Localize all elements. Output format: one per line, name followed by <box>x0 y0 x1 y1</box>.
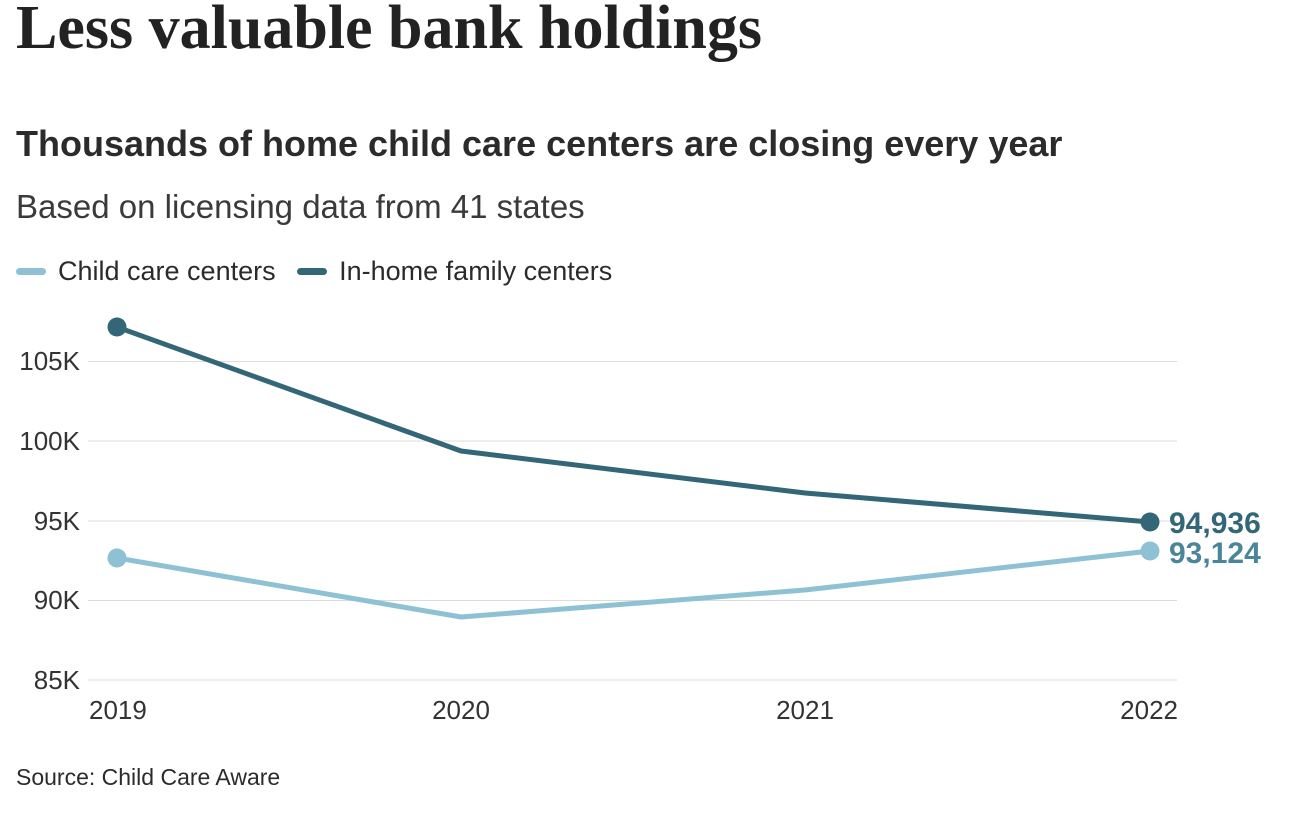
svg-text:2021: 2021 <box>776 695 834 725</box>
svg-text:93,124: 93,124 <box>1169 537 1261 570</box>
svg-text:100K: 100K <box>19 426 80 456</box>
svg-text:2019: 2019 <box>89 695 147 725</box>
svg-text:95K: 95K <box>34 506 81 536</box>
svg-text:105K: 105K <box>19 346 80 376</box>
svg-text:2022: 2022 <box>1120 695 1178 725</box>
svg-text:94,936: 94,936 <box>1169 507 1261 540</box>
svg-text:2020: 2020 <box>432 695 490 725</box>
svg-text:85K: 85K <box>34 665 81 695</box>
svg-text:90K: 90K <box>34 585 81 615</box>
